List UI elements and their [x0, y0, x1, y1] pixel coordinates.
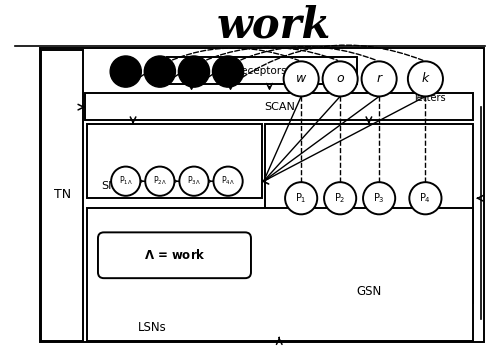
- Text: r: r: [376, 72, 382, 85]
- Text: work: work: [217, 4, 332, 46]
- Circle shape: [284, 61, 318, 96]
- Text: LSNs: LSNs: [138, 321, 167, 334]
- FancyBboxPatch shape: [87, 208, 473, 341]
- Text: P$_{1Λ}$: P$_{1Λ}$: [119, 175, 132, 188]
- Circle shape: [144, 56, 176, 87]
- Text: receptors: receptors: [238, 65, 287, 76]
- Circle shape: [145, 167, 174, 196]
- Circle shape: [408, 61, 443, 96]
- Circle shape: [362, 61, 396, 96]
- Circle shape: [363, 182, 395, 214]
- Text: k: k: [422, 72, 429, 85]
- Text: o: o: [336, 72, 344, 85]
- Text: GSN: GSN: [356, 285, 382, 298]
- FancyBboxPatch shape: [86, 93, 472, 120]
- FancyBboxPatch shape: [40, 48, 484, 342]
- Text: TN: TN: [54, 188, 70, 201]
- Text: P$_3$: P$_3$: [374, 191, 385, 205]
- Circle shape: [212, 56, 244, 87]
- Text: letters: letters: [414, 93, 446, 103]
- Text: w: w: [296, 72, 306, 85]
- Text: P$_{2Λ}$: P$_{2Λ}$: [153, 175, 166, 188]
- Circle shape: [285, 182, 317, 214]
- Circle shape: [111, 167, 140, 196]
- FancyBboxPatch shape: [42, 50, 83, 341]
- Text: P$_{4Λ}$: P$_{4Λ}$: [221, 175, 235, 188]
- Circle shape: [214, 167, 242, 196]
- Text: P$_2$: P$_2$: [334, 191, 346, 205]
- Text: P$_1$: P$_1$: [296, 191, 307, 205]
- Text: P$_{3Λ}$: P$_{3Λ}$: [187, 175, 201, 188]
- Circle shape: [324, 182, 356, 214]
- Circle shape: [178, 56, 210, 87]
- FancyBboxPatch shape: [264, 124, 473, 303]
- Circle shape: [180, 167, 208, 196]
- FancyBboxPatch shape: [87, 124, 262, 198]
- Circle shape: [410, 182, 442, 214]
- FancyBboxPatch shape: [98, 232, 251, 278]
- Text: SCAN: SCAN: [264, 102, 294, 112]
- Text: SM: SM: [102, 181, 118, 191]
- Circle shape: [110, 56, 142, 87]
- Circle shape: [322, 61, 358, 96]
- FancyBboxPatch shape: [167, 57, 357, 84]
- Text: P$_4$: P$_4$: [420, 191, 432, 205]
- Text: $\mathbf{\Lambda}$ = work: $\mathbf{\Lambda}$ = work: [144, 248, 206, 262]
